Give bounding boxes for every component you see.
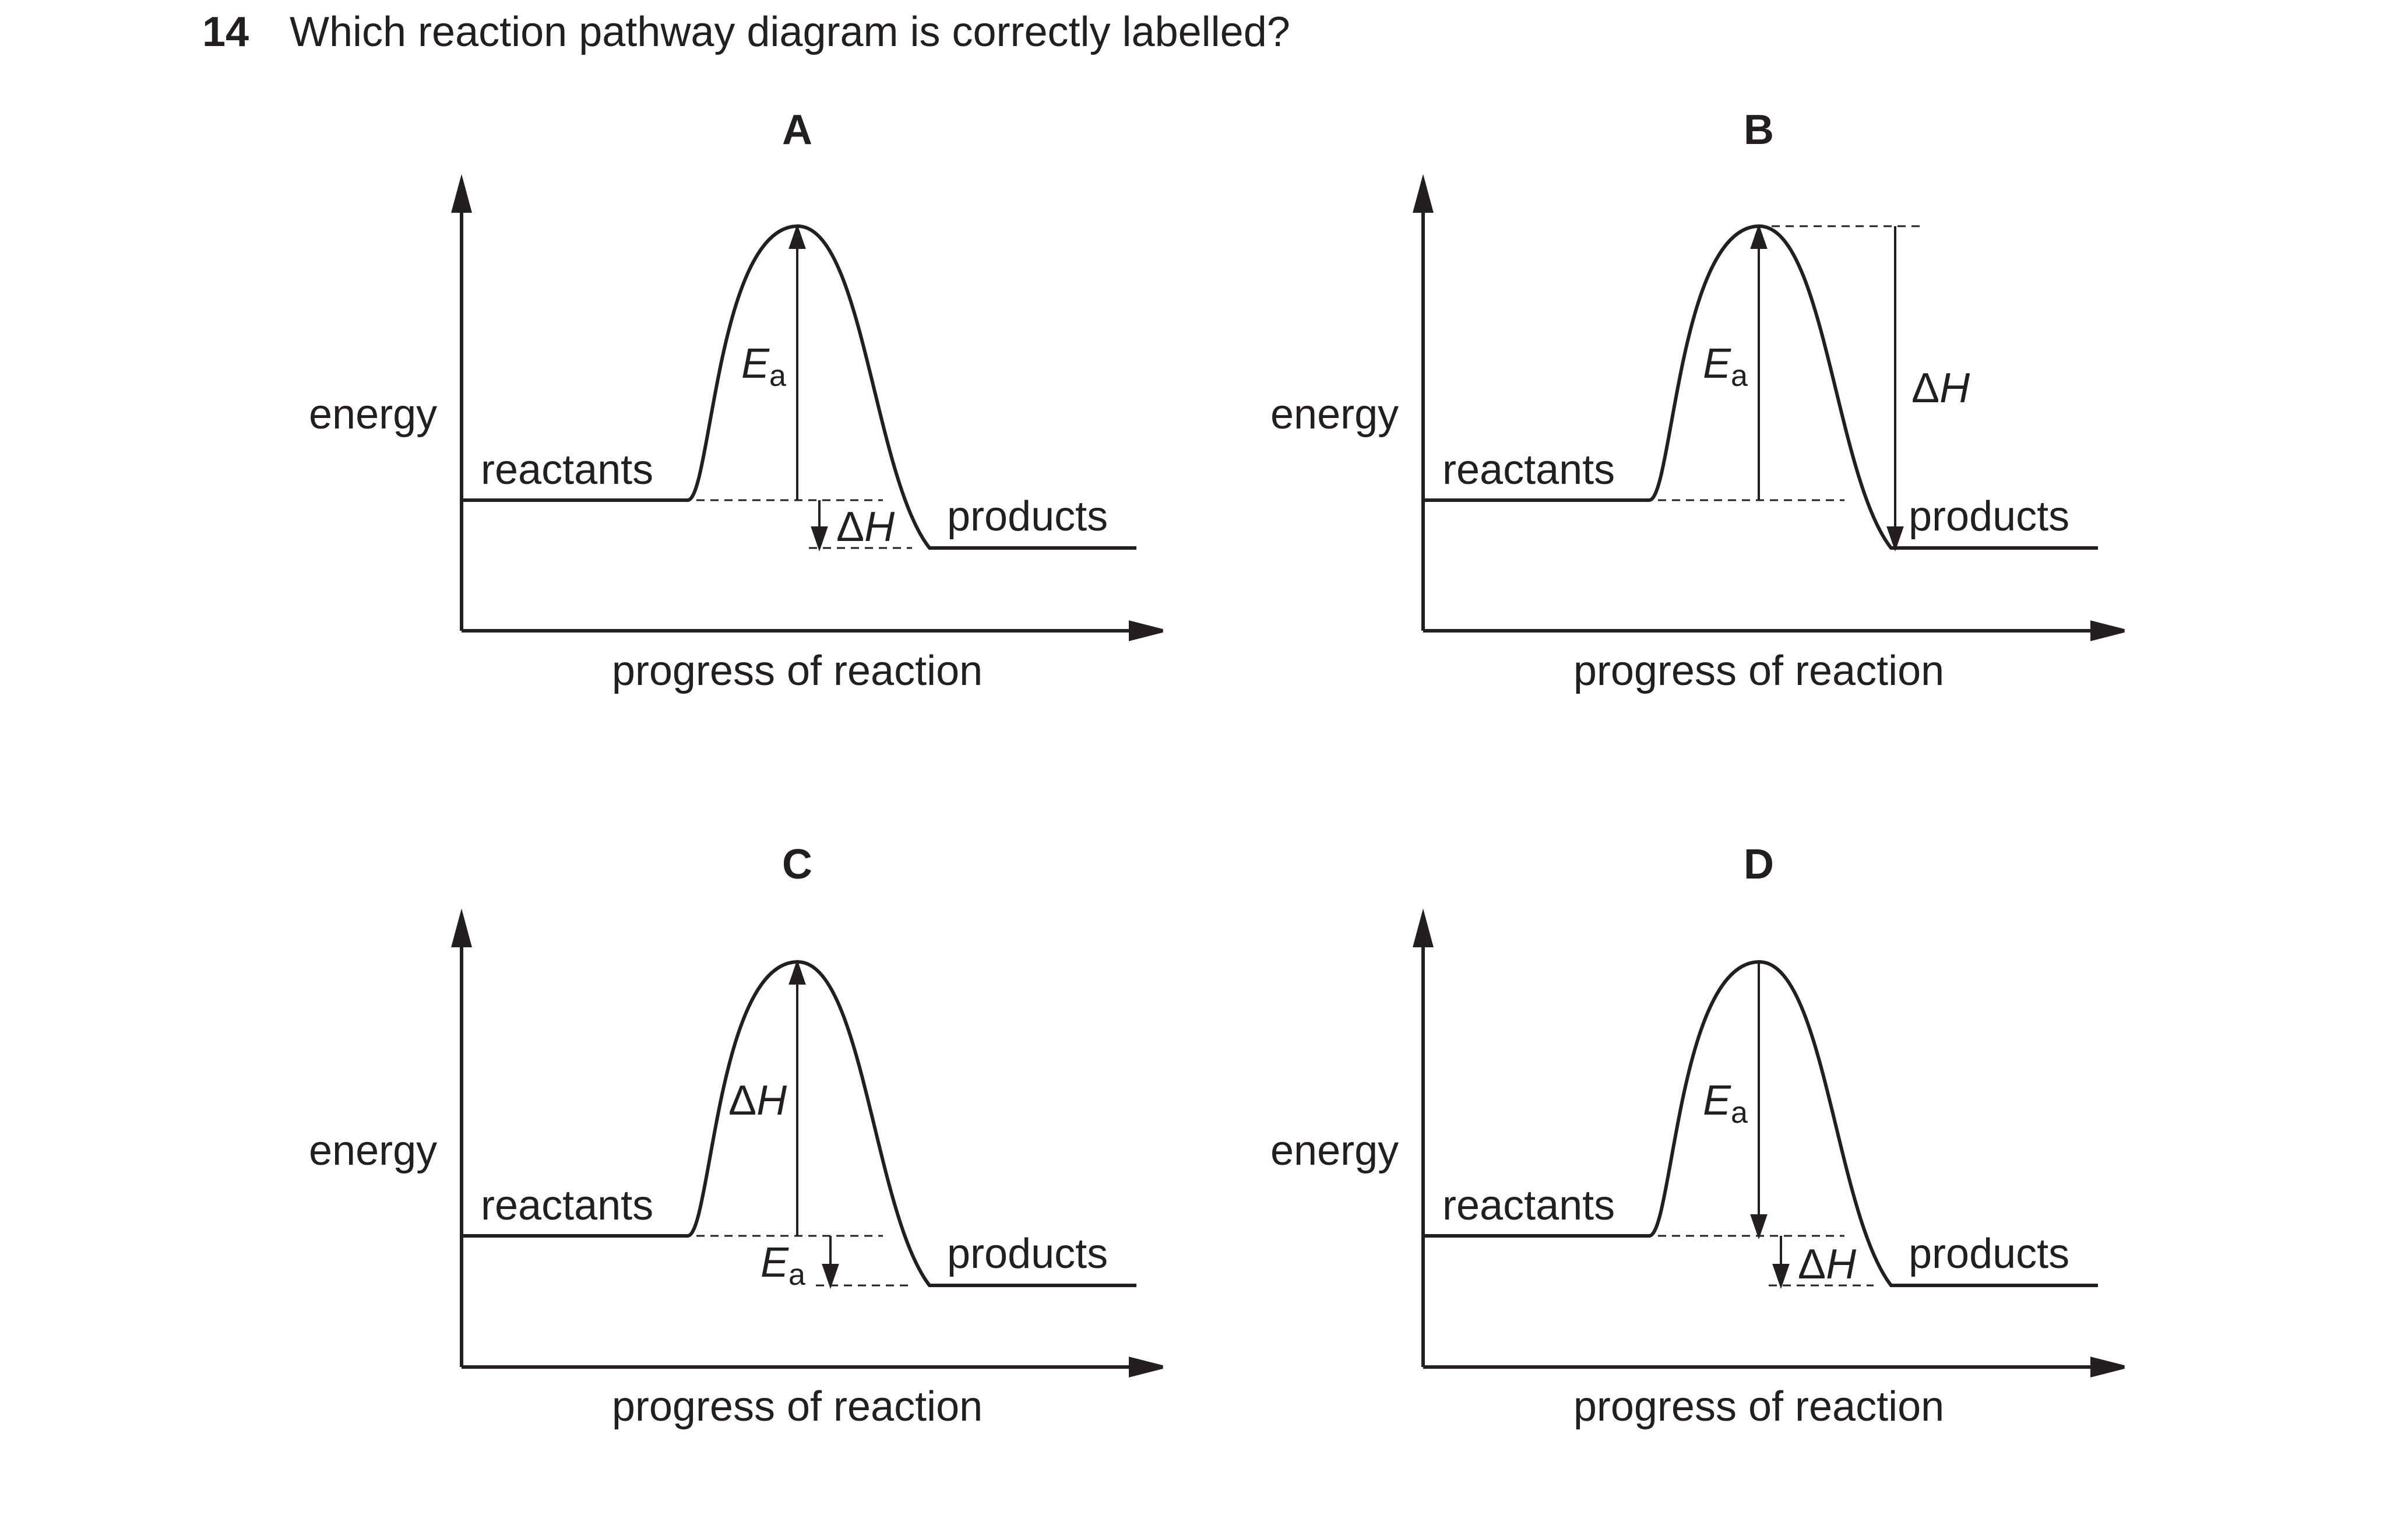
option-a-letter: A: [782, 107, 812, 153]
option-b-x-axis-label: progress of reaction: [1573, 648, 1944, 694]
option-d-y-axis-label: energy: [1270, 1127, 1399, 1174]
option-c-y-axis-label: energy: [309, 1127, 437, 1174]
option-c-products-label: products: [947, 1231, 1108, 1277]
question: 14 Which reaction pathway diagram is cor…: [202, 0, 1290, 64]
option-b-y-axis-label: energy: [1270, 391, 1399, 438]
option-a-x-axis: [462, 620, 1163, 641]
option-d-y-axis: [1413, 908, 1434, 1367]
option-b-diagram: B Ea ΔH reactants products energy progre…: [1270, 107, 2125, 694]
question-number: 14: [202, 9, 249, 55]
option-a-dh-arrow: [811, 500, 828, 552]
option-d-diagram: D Ea ΔH reactants products energy progre…: [1270, 841, 2125, 1430]
option-a-reactants-label: reactants: [481, 447, 653, 493]
option-a-ea-label: Ea: [741, 340, 786, 393]
option-d-letter: D: [1744, 841, 1774, 888]
option-b-dh-label: ΔH: [1911, 365, 1970, 412]
option-b-x-axis: [1423, 620, 2125, 641]
option-c-ea-arrow: [822, 1236, 839, 1289]
option-b-reactants-label: reactants: [1442, 447, 1615, 493]
option-a-dh-label: ΔH: [836, 504, 895, 550]
option-a-y-axis-label: energy: [309, 391, 437, 438]
option-c-ea-label: Ea: [761, 1239, 805, 1292]
option-d-reactants-label: reactants: [1442, 1182, 1615, 1229]
option-d-energy-curve: [1423, 960, 2098, 1287]
option-c-y-axis: [451, 908, 472, 1367]
option-d-products-label: products: [1909, 1231, 2069, 1277]
option-b-y-axis: [1413, 174, 1434, 631]
option-d-x-axis: [1423, 1357, 2125, 1378]
option-d-x-axis-label: progress of reaction: [1573, 1383, 1944, 1430]
question-text: Which reaction pathway diagram is correc…: [290, 9, 1290, 55]
option-c-diagram: C ΔH Ea reactants products energy progre…: [309, 841, 1163, 1430]
option-c-letter: C: [782, 841, 812, 888]
option-a-x-axis-label: progress of reaction: [612, 648, 983, 694]
option-d-ea-label: Ea: [1703, 1077, 1748, 1130]
option-d-ea-arrow: [1750, 963, 1768, 1240]
option-b-letter: B: [1744, 107, 1774, 153]
option-c-x-axis: [462, 1357, 1163, 1378]
option-c-reactants-label: reactants: [481, 1182, 653, 1229]
option-c-x-axis-label: progress of reaction: [612, 1383, 983, 1430]
option-a-ea-arrow: [788, 223, 806, 500]
option-d-dh-arrow: [1772, 1236, 1790, 1289]
option-c-dh-arrow: [788, 959, 806, 1236]
option-a-y-axis: [451, 174, 472, 631]
option-b-products-label: products: [1909, 493, 2069, 540]
option-b-dh-arrow: [1886, 226, 1904, 552]
option-d-dh-label: ΔH: [1798, 1241, 1857, 1288]
option-b-ea-arrow: [1750, 223, 1768, 500]
option-a-diagram: A Ea ΔH reactants products energy progre…: [309, 107, 1163, 694]
option-a-products-label: products: [947, 493, 1108, 540]
option-b-ea-label: Ea: [1703, 340, 1748, 393]
option-c-dh-label: ΔH: [728, 1077, 787, 1124]
